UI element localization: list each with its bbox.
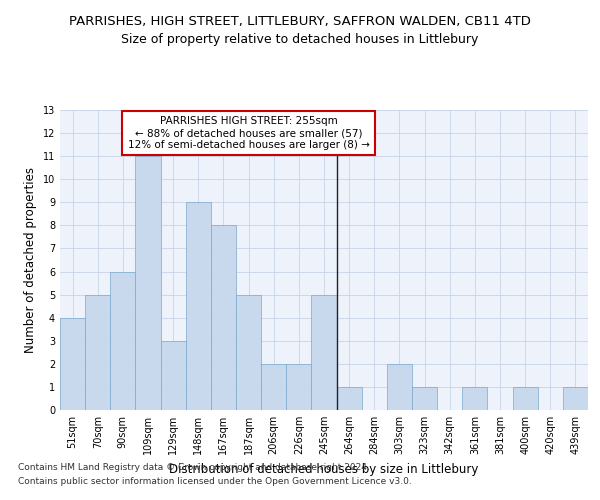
X-axis label: Distribution of detached houses by size in Littlebury: Distribution of detached houses by size … <box>169 462 479 475</box>
Bar <box>462 387 487 410</box>
Bar <box>161 341 186 410</box>
Text: Contains HM Land Registry data © Crown copyright and database right 2024.: Contains HM Land Registry data © Crown c… <box>18 464 370 472</box>
Bar <box>337 387 362 410</box>
Y-axis label: Number of detached properties: Number of detached properties <box>24 167 37 353</box>
Bar <box>261 364 286 410</box>
Bar <box>186 202 211 410</box>
Bar <box>211 226 236 410</box>
Bar <box>236 294 261 410</box>
Bar <box>85 294 110 410</box>
Bar <box>60 318 85 410</box>
Bar <box>311 294 337 410</box>
Bar <box>136 156 161 410</box>
Bar <box>286 364 311 410</box>
Bar <box>110 272 136 410</box>
Text: Size of property relative to detached houses in Littlebury: Size of property relative to detached ho… <box>121 32 479 46</box>
Text: PARRISHES HIGH STREET: 255sqm
← 88% of detached houses are smaller (57)
12% of s: PARRISHES HIGH STREET: 255sqm ← 88% of d… <box>128 116 370 150</box>
Text: PARRISHES, HIGH STREET, LITTLEBURY, SAFFRON WALDEN, CB11 4TD: PARRISHES, HIGH STREET, LITTLEBURY, SAFF… <box>69 15 531 28</box>
Text: Contains public sector information licensed under the Open Government Licence v3: Contains public sector information licen… <box>18 477 412 486</box>
Bar <box>512 387 538 410</box>
Bar <box>387 364 412 410</box>
Bar <box>563 387 588 410</box>
Bar <box>412 387 437 410</box>
